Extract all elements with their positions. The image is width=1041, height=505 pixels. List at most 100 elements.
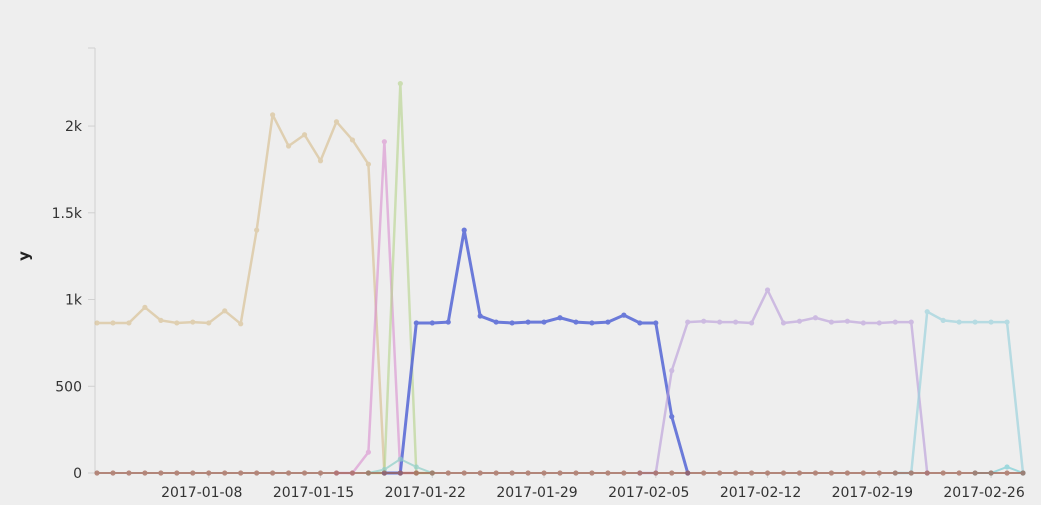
data-point[interactable] [669, 470, 675, 476]
data-point[interactable] [764, 287, 771, 293]
data-point[interactable] [413, 470, 419, 476]
data-point[interactable] [541, 319, 547, 325]
data-point[interactable] [892, 470, 898, 476]
data-point[interactable] [461, 470, 467, 476]
data-point[interactable] [285, 143, 292, 149]
data-point[interactable] [924, 470, 930, 476]
data-point[interactable] [270, 112, 276, 118]
data-point[interactable] [429, 470, 435, 476]
data-point[interactable] [493, 319, 499, 325]
data-point[interactable] [365, 449, 372, 455]
data-point[interactable] [174, 470, 180, 476]
data-point[interactable] [685, 319, 691, 325]
data-point[interactable] [669, 368, 675, 374]
data-point[interactable] [254, 227, 260, 233]
data-point[interactable] [701, 470, 707, 476]
data-point[interactable] [812, 315, 819, 321]
data-point[interactable] [397, 456, 403, 462]
data-point[interactable] [110, 320, 116, 326]
data-point[interactable] [94, 320, 100, 326]
data-point[interactable] [477, 470, 483, 476]
data-point[interactable] [525, 319, 531, 325]
data-point[interactable] [812, 470, 819, 476]
data-point[interactable] [653, 320, 659, 326]
data-point[interactable] [1004, 464, 1010, 470]
data-point[interactable] [381, 470, 387, 476]
data-point[interactable] [190, 470, 196, 476]
data-point[interactable] [940, 317, 946, 323]
data-point[interactable] [605, 470, 611, 476]
data-point[interactable] [924, 309, 930, 315]
data-point[interactable] [940, 470, 946, 476]
data-point[interactable] [333, 119, 340, 125]
data-point[interactable] [844, 470, 850, 476]
data-point[interactable] [972, 470, 978, 476]
data-point[interactable] [1020, 470, 1026, 476]
data-point[interactable] [908, 319, 914, 325]
data-point[interactable] [541, 470, 547, 476]
data-point[interactable] [621, 470, 627, 476]
data-point[interactable] [844, 318, 850, 324]
data-point[interactable] [110, 470, 116, 476]
data-point[interactable] [333, 470, 340, 476]
data-point[interactable] [365, 470, 372, 476]
data-point[interactable] [589, 320, 595, 326]
data-point[interactable] [477, 313, 483, 319]
data-point[interactable] [301, 132, 308, 138]
data-point[interactable] [605, 319, 611, 325]
data-point[interactable] [972, 319, 978, 325]
data-point[interactable] [573, 319, 579, 325]
data-point[interactable] [908, 470, 914, 476]
data-point[interactable] [956, 319, 962, 325]
data-point[interactable] [381, 139, 387, 145]
data-point[interactable] [637, 320, 643, 326]
data-point[interactable] [573, 470, 579, 476]
data-point[interactable] [717, 319, 723, 325]
data-point[interactable] [222, 470, 228, 476]
data-point[interactable] [780, 320, 787, 326]
data-point[interactable] [317, 158, 324, 164]
data-point[interactable] [748, 320, 755, 326]
data-point[interactable] [860, 470, 866, 476]
data-point[interactable] [126, 470, 132, 476]
data-point[interactable] [1004, 470, 1010, 476]
data-point[interactable] [317, 470, 324, 476]
data-point[interactable] [413, 320, 419, 326]
data-point[interactable] [493, 470, 499, 476]
data-point[interactable] [956, 470, 962, 476]
data-point[interactable] [525, 470, 531, 476]
data-point[interactable] [254, 470, 260, 476]
data-point[interactable] [860, 320, 866, 326]
data-point[interactable] [174, 320, 180, 326]
data-point[interactable] [142, 304, 148, 310]
data-point[interactable] [733, 470, 739, 476]
data-point[interactable] [158, 470, 164, 476]
data-point[interactable] [222, 308, 228, 314]
data-point[interactable] [701, 318, 707, 324]
data-point[interactable] [748, 470, 755, 476]
data-point[interactable] [190, 319, 196, 325]
data-point[interactable] [509, 320, 515, 326]
data-point[interactable] [764, 470, 771, 476]
data-point[interactable] [557, 315, 563, 321]
data-point[interactable] [780, 470, 787, 476]
data-point[interactable] [429, 320, 435, 326]
data-point[interactable] [685, 470, 691, 476]
data-point[interactable] [733, 319, 739, 325]
data-point[interactable] [876, 320, 882, 326]
data-point[interactable] [589, 470, 595, 476]
data-point[interactable] [445, 319, 451, 325]
data-point[interactable] [301, 470, 308, 476]
data-point[interactable] [397, 470, 403, 476]
data-point[interactable] [1004, 319, 1010, 325]
data-point[interactable] [509, 470, 515, 476]
data-point[interactable] [557, 470, 563, 476]
data-point[interactable] [637, 470, 643, 476]
data-point[interactable] [621, 312, 627, 318]
data-point[interactable] [796, 470, 803, 476]
data-point[interactable] [988, 319, 994, 325]
data-point[interactable] [158, 317, 164, 323]
data-point[interactable] [461, 227, 467, 233]
data-point[interactable] [206, 470, 212, 476]
data-point[interactable] [365, 161, 372, 167]
